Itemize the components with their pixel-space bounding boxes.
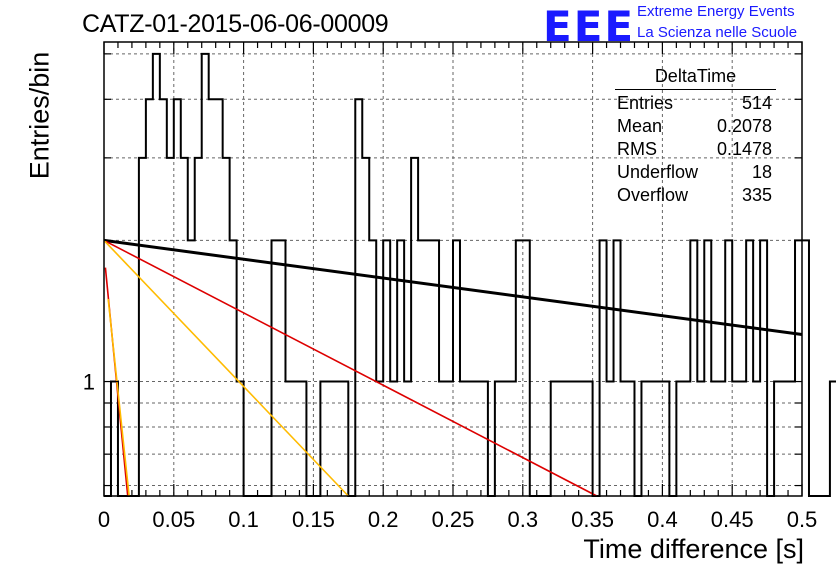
y-tick-label: 1 (83, 370, 95, 395)
fit-curve-red (103, 239, 598, 497)
x-tick-label: 0.25 (432, 507, 475, 532)
stats-value: 18 (751, 162, 772, 182)
chart-title: CATZ-01-2015-06-06-00009 (82, 10, 389, 38)
eee-logo-line1: Extreme Energy Events (637, 3, 795, 20)
stats-label: Overflow (617, 185, 689, 205)
stats-value: 514 (741, 93, 772, 113)
fit-curve-black (103, 238, 803, 336)
x-tick-label: 0.3 (508, 507, 539, 532)
x-tick-label: 0.2 (368, 507, 399, 532)
stats-value: 335 (741, 185, 772, 205)
y-axis-label: Entries/bin (24, 51, 55, 180)
x-tick-label: 0.45 (711, 507, 754, 532)
x-tick-label: 0.5 (787, 507, 818, 532)
stats-label: Mean (617, 116, 663, 136)
fit-curve-orange (107, 298, 130, 497)
x-tick-label: 0 (98, 507, 110, 532)
fit-curve-orange (103, 239, 349, 497)
stats-box: DeltaTime Entries 514 Mean 0.2078 RMS 0.1478 U… (611, 66, 776, 207)
x-tick-label: 0.1 (228, 507, 259, 532)
stats-value: 0.1478 (716, 139, 772, 159)
stats-row: Entries 514 (611, 92, 776, 115)
stats-label: Entries (617, 93, 674, 113)
stats-label: RMS (617, 139, 657, 159)
stats-row: Mean 0.2078 (611, 115, 776, 138)
stats-label: Underflow (617, 162, 699, 182)
x-tick-label: 0.05 (152, 507, 195, 532)
x-tick-label: 0.35 (571, 507, 614, 532)
stats-row: RMS 0.1478 (611, 138, 776, 161)
stats-row: Overflow 335 (611, 184, 776, 207)
x-tick-label: 0.4 (647, 507, 678, 532)
eee-logo: EEE (543, 2, 636, 51)
stats-title: DeltaTime (615, 66, 776, 90)
eee-logo-line2: La Scienza nelle Scuole (637, 24, 798, 41)
x-tick-label: 0.15 (292, 507, 335, 532)
stats-value: 0.2078 (716, 116, 772, 136)
stats-row: Underflow 18 (611, 161, 776, 184)
x-axis-label: Time difference [s] (583, 534, 804, 564)
